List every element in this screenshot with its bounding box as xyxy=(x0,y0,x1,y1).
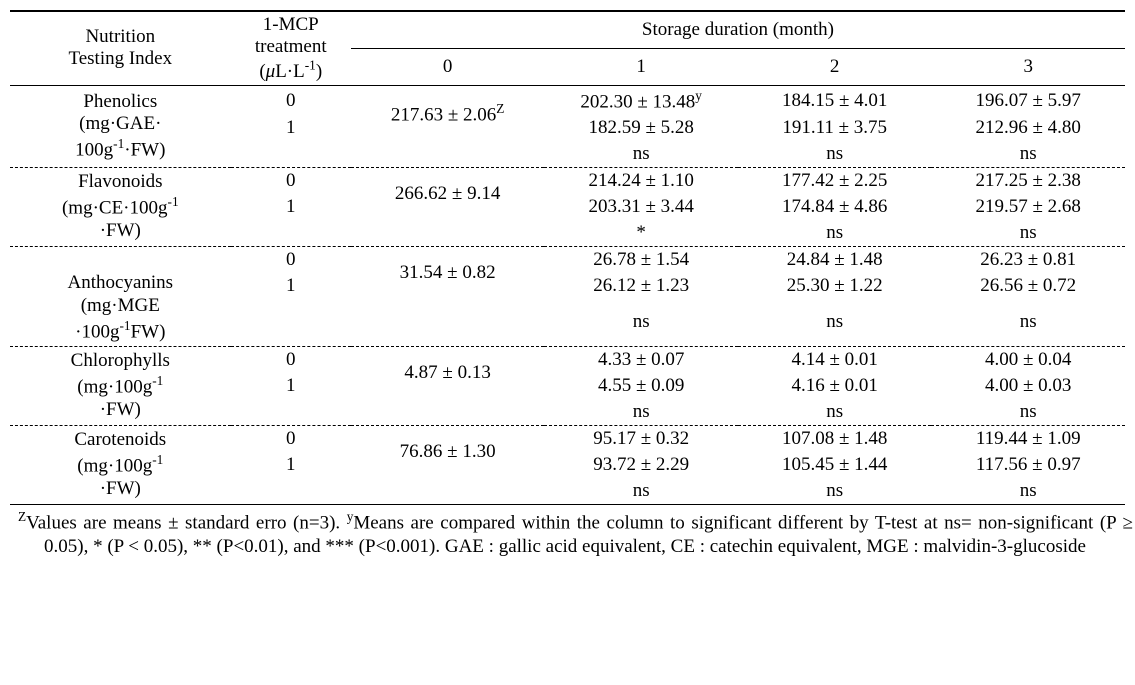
phenolics-label: Phenolics (mg·GAE· 100g-1·FW) xyxy=(10,86,231,167)
hdr-trt-l2: treatment xyxy=(255,36,327,57)
footnote-sup-z: Z xyxy=(18,509,26,524)
hdr-nti-l1: Nutrition xyxy=(85,26,155,47)
phenolics-sig-m1: ns xyxy=(544,141,738,167)
phenolics-0-m2: 184.15 ± 4.01 xyxy=(738,86,932,115)
anthocyanins-1-m3: 26.56 ± 0.72 xyxy=(931,273,1125,299)
hdr-trt: 1-MCP treatment (μL·L-1) xyxy=(231,11,351,85)
chlorophylls-0-m3: 4.00 ± 0.04 xyxy=(931,346,1125,373)
chlorophylls-label: Chlorophylls (mg·100g-1 ·FW) xyxy=(10,346,231,425)
footnote-text-a: Values are means ± standard erro (n=3). xyxy=(26,512,347,533)
phenolics-trt0: 0 xyxy=(231,86,351,115)
carotenoids-1-m1: 93.72 ± 2.29 xyxy=(544,452,738,478)
chlorophylls-sig-m3: ns xyxy=(931,399,1125,425)
chlorophylls-trt1: 1 xyxy=(231,373,351,399)
carotenoids-0-m2: 107.08 ± 1.48 xyxy=(738,425,932,452)
hdr-trt-l1: 1-MCP xyxy=(263,14,319,35)
chlorophylls-sig-m1: ns xyxy=(544,399,738,425)
phenolics-1-m1: 182.59 ± 5.28 xyxy=(544,115,738,141)
carotenoids-1-m2: 105.45 ± 1.44 xyxy=(738,452,932,478)
hdr-m0: 0 xyxy=(351,49,545,86)
chlorophylls-trt0: 0 xyxy=(231,346,351,373)
phenolics-1-m3: 212.96 ± 4.80 xyxy=(931,115,1125,141)
flavonoids-0-m2: 177.42 ± 2.25 xyxy=(738,168,932,195)
anthocyanins-sig-m3: ns xyxy=(931,299,1125,346)
anthocyanins-sig-m1: ns xyxy=(544,299,738,346)
chlorophylls-0-m1: 4.33 ± 0.07 xyxy=(544,346,738,373)
anthocyanins-0-m2: 24.84 ± 1.48 xyxy=(738,247,932,274)
table-footnote: ZValues are means ± standard erro (n=3).… xyxy=(10,505,1135,559)
hdr-m3: 3 xyxy=(931,49,1125,86)
carotenoids-0-m3: 119.44 ± 1.09 xyxy=(931,425,1125,452)
anthocyanins-0-m3: 26.23 ± 0.81 xyxy=(931,247,1125,274)
carotenoids-sig-m2: ns xyxy=(738,478,932,505)
flavonoids-label: Flavonoids (mg·CE·100g-1 ·FW) xyxy=(10,168,231,247)
hdr-duration: Storage duration (month) xyxy=(351,11,1125,49)
phenolics-0-m1: 202.30 ± 13.48y xyxy=(544,86,738,115)
phenolics-1-m2: 191.11 ± 3.75 xyxy=(738,115,932,141)
hdr-trt-l3: (μL·L-1) xyxy=(259,61,322,82)
carotenoids-trt1: 1 xyxy=(231,452,351,478)
flavonoids-sig-m2: ns xyxy=(738,220,932,246)
carotenoids-1-m3: 117.56 ± 0.97 xyxy=(931,452,1125,478)
flavonoids-1-m1: 203.31 ± 3.44 xyxy=(544,194,738,220)
carotenoids-trt0: 0 xyxy=(231,425,351,452)
chlorophylls-1-m2: 4.16 ± 0.01 xyxy=(738,373,932,399)
anthocyanins-baseline: 31.54 ± 0.82 xyxy=(351,247,545,300)
flavonoids-trt1: 1 xyxy=(231,194,351,220)
phenolics-trt1: 1 xyxy=(231,115,351,141)
hdr-nti: Nutrition Testing Index xyxy=(10,11,231,85)
hdr-nti-l2: Testing Index xyxy=(68,48,172,69)
phenolics-sig-m2: ns xyxy=(738,141,932,167)
anthocyanins-label: Anthocyanins (mg·MGE ·100g-1FW) xyxy=(10,247,231,346)
hdr-m2: 2 xyxy=(738,49,932,86)
phenolics-sig-m3: ns xyxy=(931,141,1125,167)
flavonoids-1-m2: 174.84 ± 4.86 xyxy=(738,194,932,220)
carotenoids-baseline: 76.86 ± 1.30 xyxy=(351,425,545,478)
anthocyanins-trt0: 0 xyxy=(231,247,351,274)
chlorophylls-0-m2: 4.14 ± 0.01 xyxy=(738,346,932,373)
nutrition-table: Nutrition Testing Index 1-MCP treatment … xyxy=(10,10,1125,505)
flavonoids-0-m3: 217.25 ± 2.38 xyxy=(931,168,1125,195)
carotenoids-sig-m3: ns xyxy=(931,478,1125,505)
anthocyanins-trt1: 1 xyxy=(231,273,351,299)
flavonoids-sig-m1: * xyxy=(544,220,738,246)
anthocyanins-sig-m2: ns xyxy=(738,299,932,346)
flavonoids-1-m3: 219.57 ± 2.68 xyxy=(931,194,1125,220)
carotenoids-label: Carotenoids (mg·100g-1 ·FW) xyxy=(10,425,231,504)
carotenoids-0-m1: 95.17 ± 0.32 xyxy=(544,425,738,452)
anthocyanins-1-m2: 25.30 ± 1.22 xyxy=(738,273,932,299)
chlorophylls-sig-m2: ns xyxy=(738,399,932,425)
carotenoids-sig-m1: ns xyxy=(544,478,738,505)
hdr-m1: 1 xyxy=(544,49,738,86)
flavonoids-0-m1: 214.24 ± 1.10 xyxy=(544,168,738,195)
flavonoids-trt0: 0 xyxy=(231,168,351,195)
anthocyanins-0-m1: 26.78 ± 1.54 xyxy=(544,247,738,274)
phenolics-0-m3: 196.07 ± 5.97 xyxy=(931,86,1125,115)
phenolics-baseline: 217.63 ± 2.06Z xyxy=(351,86,545,141)
chlorophylls-1-m1: 4.55 ± 0.09 xyxy=(544,373,738,399)
anthocyanins-1-m1: 26.12 ± 1.23 xyxy=(544,273,738,299)
chlorophylls-baseline: 4.87 ± 0.13 xyxy=(351,346,545,399)
flavonoids-baseline: 266.62 ± 9.14 xyxy=(351,168,545,221)
chlorophylls-1-m3: 4.00 ± 0.03 xyxy=(931,373,1125,399)
flavonoids-sig-m3: ns xyxy=(931,220,1125,246)
